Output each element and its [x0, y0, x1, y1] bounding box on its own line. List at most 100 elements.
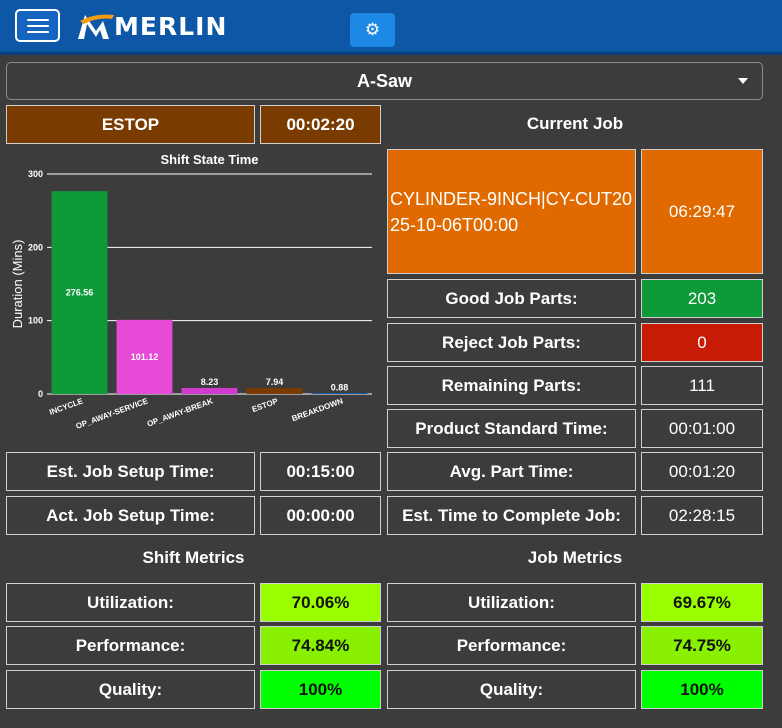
data-label: 7.94 [266, 377, 284, 387]
reject-parts-value: 0 [697, 332, 707, 352]
job-metrics-heading: Job Metrics [527, 548, 623, 567]
avg-part-time-value-box: 00:01:20 [641, 452, 763, 491]
good-parts-label: Good Job Parts: [445, 288, 578, 308]
job-utilization-label-box: Utilization: [387, 583, 636, 622]
job-performance-value: 74.75% [673, 635, 731, 655]
act-setup-value-box: 00:00:00 [260, 496, 381, 535]
est-complete-value-box: 02:28:15 [641, 496, 763, 535]
est-complete-label-box: Est. Time to Complete Job: [387, 496, 636, 535]
est-complete-label: Est. Time to Complete Job: [402, 505, 621, 525]
job-quality-label-box: Quality: [387, 670, 636, 709]
est-complete-value: 02:28:15 [668, 505, 736, 525]
job-name: CYLINDER-9INCH|CY-CUT2025-10-06T00:00 [390, 188, 633, 235]
machine-state-text: ESTOP [101, 114, 160, 134]
std-time-label-box: Product Standard Time: [387, 409, 636, 448]
current-job-heading: Current Job [526, 114, 624, 133]
reject-parts-label: Reject Job Parts: [442, 332, 581, 352]
avg-part-time-label-box: Avg. Part Time: [387, 452, 636, 491]
settings-button[interactable]: ⚙ [350, 13, 395, 47]
hamburger-icon-line [26, 30, 49, 33]
state-timer-text: 00:02:20 [286, 114, 355, 134]
act-setup-label: Act. Job Setup Time: [46, 505, 215, 525]
top-navbar: MERLIN ⚙ [0, 0, 782, 55]
est-setup-label-box: Est. Job Setup Time: [6, 452, 255, 491]
y-tick-label: 100 [28, 316, 43, 326]
job-utilization-label: Utilization: [468, 592, 555, 612]
job-quality-label: Quality: [479, 679, 544, 699]
bar-op-away-break [181, 387, 238, 394]
act-setup-label-box: Act. Job Setup Time: [6, 496, 255, 535]
machine-select[interactable]: A-Saw [6, 62, 763, 100]
x-tick-label: OP_AWAY-BREAK [146, 396, 215, 428]
job-name-box: CYLINDER-9INCH|CY-CUT2025-10-06T00:00 [387, 149, 636, 274]
remaining-parts-label: Remaining Parts: [441, 375, 582, 395]
good-parts-value-box: 203 [641, 279, 763, 318]
job-elapsed-box: 06:29:47 [641, 149, 763, 274]
shift-metrics-heading: Shift Metrics [142, 548, 245, 567]
remaining-parts-value: 111 [689, 375, 715, 395]
y-tick-label: 200 [28, 242, 43, 252]
remaining-parts-value-box: 111 [641, 366, 763, 405]
data-label: 276.56 [66, 288, 94, 298]
machine-state-badge: ESTOP [6, 105, 255, 144]
shift-utilization-label: Utilization: [87, 592, 174, 612]
shift-utilization-value-box: 70.06% [260, 583, 381, 622]
est-setup-value: 00:15:00 [286, 461, 355, 481]
job-quality-value: 100% [680, 679, 724, 699]
job-quality-value-box: 100% [641, 670, 763, 709]
shift-quality-label-box: Quality: [6, 670, 255, 709]
gear-icon: ⚙ [364, 20, 381, 39]
x-tick-label: BREAKDOWN [291, 396, 345, 423]
shift-quality-value: 100% [298, 679, 343, 699]
remaining-parts-label-box: Remaining Parts: [387, 366, 636, 405]
data-label: 8.23 [201, 377, 219, 387]
reject-parts-label-box: Reject Job Parts: [387, 323, 636, 362]
job-performance-value-box: 74.75% [641, 626, 763, 665]
shift-quality-label: Quality: [98, 679, 163, 699]
bar-breakdown [311, 393, 368, 394]
avg-part-time-value: 00:01:20 [668, 461, 736, 481]
y-tick-label: 0 [38, 389, 43, 399]
bar-estop [246, 388, 303, 394]
shift-performance-label-box: Performance: [6, 626, 255, 665]
std-time-value: 00:01:00 [668, 418, 736, 438]
act-setup-value: 00:00:00 [286, 505, 355, 525]
est-setup-label: Est. Job Setup Time: [46, 461, 215, 481]
state-timer: 00:02:20 [260, 105, 381, 144]
x-tick-label: INCYCLE [48, 396, 85, 417]
shift-performance-label: Performance: [75, 635, 186, 655]
app-name: MERLIN [114, 11, 228, 41]
data-label: 0.88 [331, 382, 349, 392]
shift-utilization-value: 70.06% [291, 592, 350, 612]
shift-performance-value-box: 74.84% [260, 626, 381, 665]
y-axis-label: Duration (Mins) [10, 240, 25, 329]
caret-down-icon [738, 78, 748, 84]
machine-select-value: A-Saw [356, 70, 412, 91]
hamburger-icon-line [26, 24, 49, 27]
reject-parts-value-box: 0 [641, 323, 763, 362]
avg-part-time-label: Avg. Part Time: [449, 461, 574, 481]
good-parts-value: 203 [687, 288, 717, 308]
y-tick-label: 300 [28, 169, 43, 179]
x-tick-label: OP_AWAY-SERVICE [75, 396, 150, 431]
hamburger-icon-line [26, 18, 49, 21]
shift-quality-value-box: 100% [260, 670, 381, 709]
job-elapsed: 06:29:47 [668, 201, 736, 221]
bar-op-away-service [116, 319, 173, 394]
bar-incycle [51, 191, 108, 394]
x-tick-label: ESTOP [251, 396, 280, 414]
merlin-logo: MERLIN [76, 11, 227, 41]
logo-mark-icon [78, 14, 114, 39]
job-utilization-value-box: 69.67% [641, 583, 763, 622]
menu-button[interactable] [15, 9, 60, 42]
job-performance-label: Performance: [456, 635, 567, 655]
job-utilization-value: 69.67% [673, 592, 731, 612]
data-label: 101.12 [131, 352, 159, 362]
est-setup-value-box: 00:15:00 [260, 452, 381, 491]
job-performance-label-box: Performance: [387, 626, 636, 665]
chart-title: Shift State Time [160, 152, 258, 167]
std-time-label: Product Standard Time: [415, 418, 608, 438]
shift-utilization-label-box: Utilization: [6, 583, 255, 622]
shift-performance-value: 74.84% [291, 635, 350, 655]
shift-state-time-chart: Shift State Time 0 100 200 300 Duration (Mins… [10, 152, 372, 431]
